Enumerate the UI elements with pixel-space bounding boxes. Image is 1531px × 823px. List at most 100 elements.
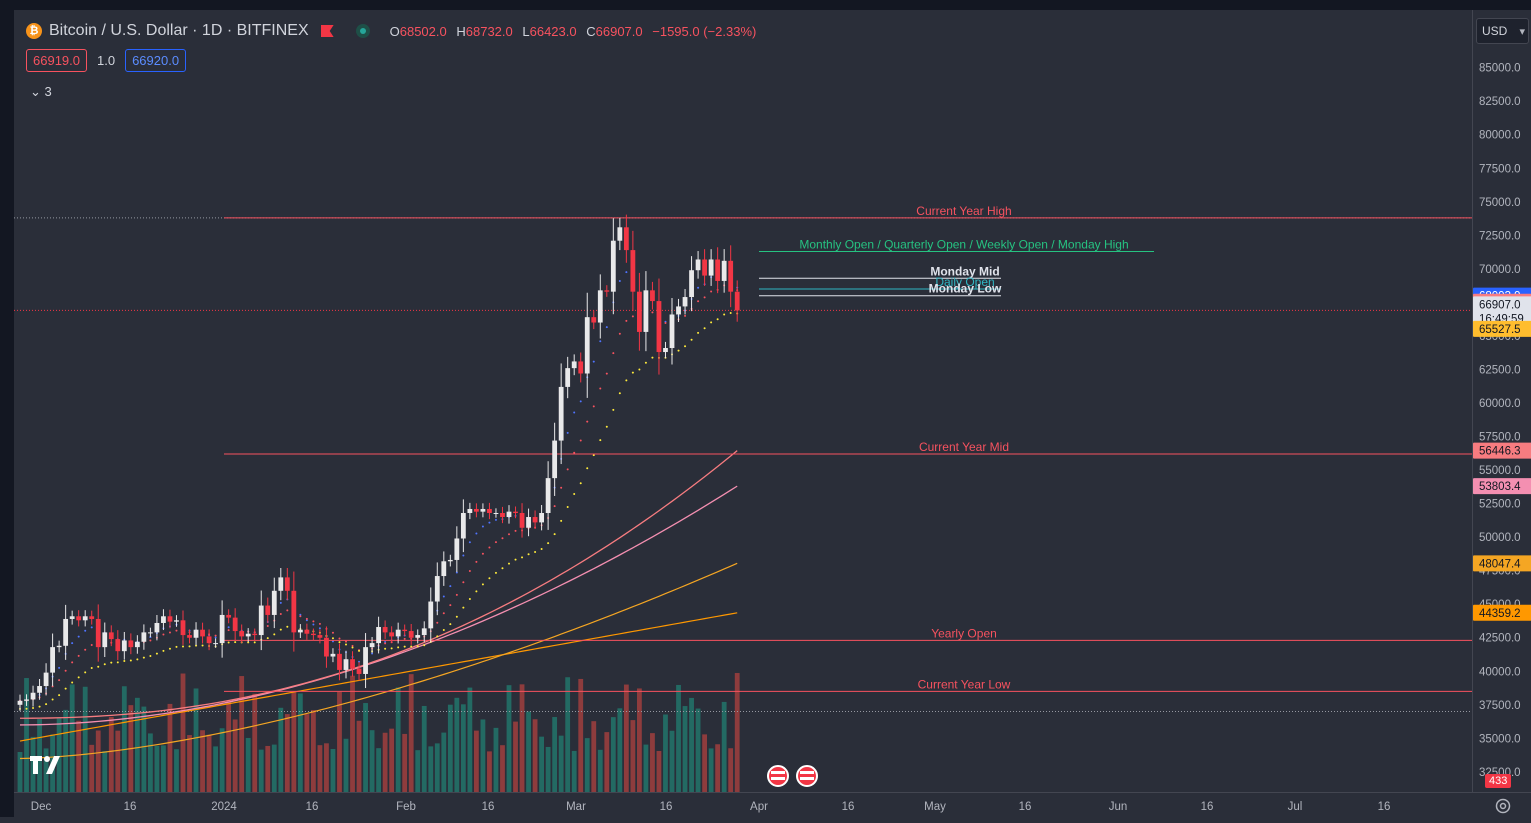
candle-body	[689, 270, 694, 298]
volume-bar	[591, 721, 597, 792]
ema-dot	[468, 541, 471, 544]
flag-icon[interactable]	[320, 25, 334, 37]
ema-dot	[436, 621, 439, 624]
candle-body	[715, 259, 721, 281]
volume-bar	[676, 684, 681, 792]
chart-pane[interactable]: Current Year High Monthly Open / Quarterl…	[14, 10, 1472, 792]
volume-bar	[180, 673, 186, 792]
candle-body	[50, 647, 55, 673]
price-chart[interactable]: Current Year High Monthly Open / Quarterl…	[14, 10, 1472, 792]
currency-select[interactable]: USD ▾	[1476, 18, 1529, 44]
candle-body	[591, 317, 597, 323]
volume-bar	[682, 706, 688, 792]
ema-dot	[651, 356, 654, 359]
price-label-text: 44359.2	[1479, 608, 1521, 620]
ema-dot	[162, 633, 165, 636]
indicators-toggle[interactable]: ⌄ 3	[30, 84, 52, 100]
ema-dot	[351, 646, 354, 649]
ema-dot	[201, 644, 204, 647]
volume-bar	[239, 676, 245, 792]
ema-dot	[573, 451, 576, 454]
chevron-down-icon: ▾	[1519, 25, 1525, 38]
candle-body	[382, 627, 388, 633]
volume-bar	[656, 750, 662, 792]
candle-body	[43, 672, 49, 687]
countdown-badge: 433	[1485, 774, 1512, 788]
ema-dot	[279, 601, 282, 604]
volume-bar	[154, 745, 160, 792]
candles	[17, 214, 740, 711]
ema-dot	[553, 505, 556, 508]
volume-bar	[532, 719, 538, 792]
price-label-text: 48047.4	[1479, 558, 1521, 570]
ema-dot	[110, 661, 113, 664]
price-tick: 52500.0	[1479, 499, 1521, 511]
candle-body	[428, 601, 434, 629]
volume-bar	[708, 748, 714, 792]
volume-bar	[245, 737, 251, 792]
ema-dot	[423, 644, 426, 647]
ema-dot	[716, 318, 719, 321]
candle-body	[108, 632, 114, 640]
ema-dot	[351, 644, 354, 647]
price-scale[interactable]: 87500.085000.082500.080000.077500.075000…	[1472, 10, 1531, 792]
ema-dot	[631, 315, 634, 318]
volume-bar	[565, 677, 571, 792]
price-tick: 72500.0	[1479, 230, 1521, 242]
ma-line-orange	[19, 612, 738, 742]
volume-bar	[193, 688, 199, 792]
ema-dot	[116, 661, 119, 664]
ema-dot	[312, 620, 315, 623]
ema-dot	[149, 639, 152, 642]
volume-bar	[428, 746, 434, 792]
volume-bar	[650, 733, 655, 792]
ema-dot	[592, 360, 595, 363]
currency-label: USD	[1482, 24, 1508, 38]
ema-dot	[227, 626, 230, 629]
volume-bar	[200, 730, 205, 792]
time-tick: 16	[1378, 801, 1391, 813]
ema-dot	[579, 439, 582, 442]
volume-bar	[115, 730, 121, 792]
ma-line-pink	[19, 485, 738, 726]
volume-bar	[278, 707, 284, 792]
ema-dot	[573, 411, 576, 414]
ema-dot	[625, 271, 628, 274]
volume-bar	[441, 732, 447, 792]
ema-dot	[77, 654, 80, 657]
ema-dot	[331, 637, 334, 640]
candle-body	[63, 618, 69, 646]
price-tick: 85000.0	[1479, 63, 1521, 75]
ema-dot	[534, 551, 537, 553]
candle-body	[702, 259, 707, 276]
gear-icon[interactable]	[1493, 796, 1513, 816]
candle-body	[128, 640, 134, 648]
volume-bar	[317, 745, 323, 792]
candle-body	[695, 259, 701, 271]
candle-body	[545, 478, 551, 514]
ema-dot	[521, 556, 524, 559]
volume-bar	[487, 751, 492, 792]
ema-dot	[168, 647, 171, 650]
candle-body	[395, 629, 401, 637]
market-status-icon[interactable]	[355, 24, 370, 38]
ema-dot	[397, 646, 400, 649]
sell-button[interactable]: 66919.0	[26, 49, 87, 72]
time-tick: 16	[1201, 801, 1214, 813]
candle-body	[154, 622, 160, 633]
price-tick: 82500.0	[1479, 96, 1521, 108]
ema-dot	[58, 679, 61, 682]
candle-body	[669, 314, 675, 349]
ohlc-values: O68502.0 H68732.0 L66423.0 C66907.0 −159…	[390, 24, 757, 39]
price-tick: 70000.0	[1479, 264, 1521, 276]
time-tick: 2024	[211, 801, 237, 813]
volume-bar	[721, 701, 727, 792]
time-axis[interactable]: Dec 16 2024 16 Feb 16 Mar 16 Apr 16 May 16 Jun 16 Jul 1…	[14, 792, 1531, 818]
volume-bar	[56, 718, 62, 792]
tradingview-logo[interactable]	[28, 754, 64, 776]
buy-button[interactable]: 66920.0	[125, 49, 187, 72]
symbol-title[interactable]: Bitcoin / U.S. Dollar · 1D · BITFINEX	[49, 22, 309, 39]
ema-dot	[723, 313, 726, 316]
price-scale-svg: 87500.085000.082500.080000.077500.075000…	[1473, 29, 1531, 779]
candle-body	[369, 643, 375, 648]
